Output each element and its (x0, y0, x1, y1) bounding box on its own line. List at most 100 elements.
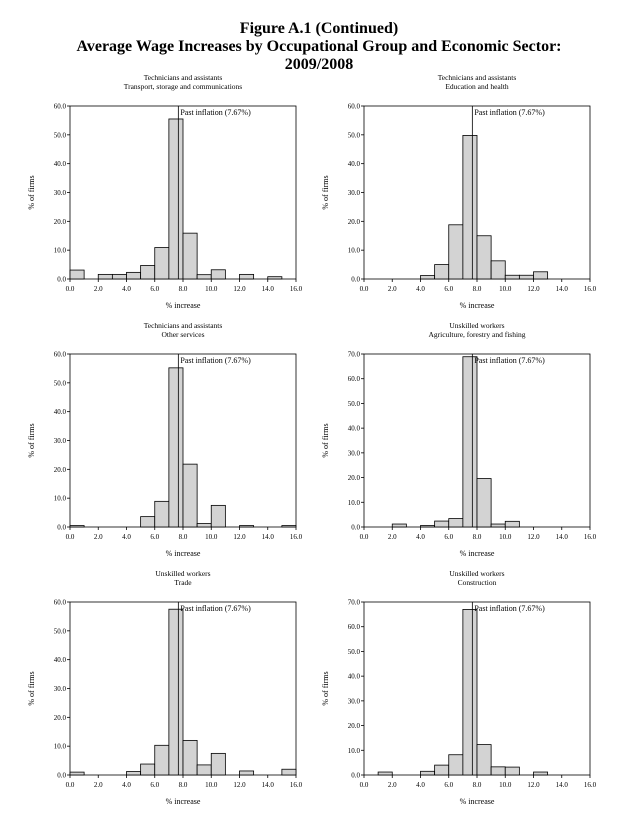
histogram-bar (182, 232, 198, 280)
x-tick-label: 6.0 (150, 285, 159, 293)
x-tick-label: 6.0 (444, 285, 453, 293)
figure-title: Figure A.1 (Continued) (239, 20, 399, 37)
histogram-bar (476, 744, 492, 776)
histogram-bar (239, 525, 255, 528)
x-tick-label: 12.0 (527, 285, 540, 293)
x-axis-label: % increase (166, 301, 201, 310)
y-tick-label: 30.0 (54, 685, 67, 693)
y-axis-label: % of firms (27, 175, 36, 209)
histogram-bar (420, 275, 436, 280)
y-tick-label: 0.0 (57, 524, 66, 532)
y-tick-label: 50.0 (348, 648, 361, 656)
y-axis-label: % of firms (321, 671, 330, 705)
histogram-bar (434, 520, 450, 528)
histogram-bar (504, 520, 520, 528)
x-tick-label: 2.0 (94, 285, 103, 293)
inflation-label: Past inflation (7.67%) (180, 356, 251, 365)
histogram-bar (462, 356, 478, 528)
histogram-bar (490, 523, 506, 528)
histogram-bar (504, 274, 520, 280)
y-tick-label: 10.0 (54, 247, 67, 255)
histogram-panel-4: Unskilled workers Agriculture, forestry a… (316, 320, 616, 560)
y-tick-label: 20.0 (54, 218, 67, 226)
x-tick-label: 0.0 (360, 781, 369, 789)
chart-subtitle: Transport, storage and communications (124, 82, 243, 91)
y-tick-label: 60.0 (54, 599, 67, 607)
y-tick-label: 30.0 (348, 449, 361, 457)
x-axis-label: % increase (460, 549, 495, 558)
histogram-bar (239, 770, 255, 776)
histogram-bar (126, 771, 142, 776)
x-tick-label: 6.0 (150, 781, 159, 789)
x-tick-label: 12.0 (233, 781, 246, 789)
x-tick-label: 12.0 (233, 533, 246, 541)
y-tick-label: 20.0 (348, 474, 361, 482)
x-tick-label: 16.0 (584, 781, 597, 789)
x-axis-label: % increase (460, 301, 495, 310)
y-tick-label: 70.0 (348, 351, 361, 359)
x-axis-label: % increase (166, 549, 201, 558)
histogram-bar (533, 271, 549, 280)
chart-subtitle: Agriculture, forestry and fishing (428, 330, 525, 339)
histogram-panel-3: Technicians and assistants Other services… (22, 320, 322, 560)
histogram-bar (182, 463, 198, 528)
histogram-bar (533, 771, 549, 776)
chart-title: Technicians and assistants (144, 73, 223, 82)
chart-subtitle: Education and health (445, 82, 509, 91)
histogram-bar (140, 265, 156, 280)
y-tick-label: 50.0 (348, 400, 361, 408)
chart-title: Unskilled workers (155, 569, 210, 578)
histogram-panel-6: Unskilled workers Construction 0.0 10.0 20.0… (316, 568, 616, 808)
y-axis-label: % of firms (27, 671, 36, 705)
x-tick-label: 0.0 (66, 285, 75, 293)
x-tick-label: 16.0 (290, 285, 303, 293)
histogram-bar (69, 771, 85, 776)
histogram-panel-5: Unskilled workers Trade 0.0 10.0 20.0 30.0 40.… (22, 568, 322, 808)
x-tick-label: 4.0 (122, 781, 131, 789)
x-tick-label: 8.0 (179, 533, 188, 541)
y-tick-label: 40.0 (348, 673, 361, 681)
chart-title: Technicians and assistants (438, 73, 517, 82)
y-tick-label: 30.0 (348, 697, 361, 705)
histogram-bar (504, 766, 520, 776)
y-tick-label: 40.0 (54, 408, 67, 416)
x-tick-label: 12.0 (527, 533, 540, 541)
x-tick-label: 12.0 (527, 781, 540, 789)
x-tick-label: 14.0 (556, 533, 569, 541)
inflation-label: Past inflation (7.67%) (180, 108, 251, 117)
x-tick-label: 8.0 (473, 781, 482, 789)
y-tick-label: 20.0 (54, 466, 67, 474)
histogram-bar (420, 770, 436, 776)
y-axis-label: % of firms (321, 423, 330, 457)
histogram-bar (462, 135, 478, 280)
x-tick-label: 10.0 (499, 533, 512, 541)
histogram-bar (69, 269, 85, 280)
x-tick-label: 4.0 (416, 781, 425, 789)
x-tick-label: 4.0 (416, 285, 425, 293)
x-tick-label: 16.0 (290, 781, 303, 789)
x-tick-label: 16.0 (290, 533, 303, 541)
x-tick-label: 16.0 (584, 285, 597, 293)
histogram-bar (434, 264, 450, 280)
y-tick-label: 50.0 (54, 627, 67, 635)
histogram-bar (196, 523, 212, 528)
histogram-bar (154, 744, 170, 776)
histogram-bar (97, 273, 113, 280)
histogram-bar (210, 752, 226, 776)
histogram-bar (448, 754, 464, 776)
y-tick-label: 60.0 (54, 103, 67, 111)
histogram-bar (210, 504, 226, 528)
histogram-bar (182, 739, 198, 776)
chart-subtitle: Other services (161, 330, 204, 339)
histogram-bar (140, 516, 156, 528)
x-tick-label: 2.0 (388, 285, 397, 293)
histogram-panel-1: Technicians and assistants Transport, sto… (22, 72, 322, 312)
inflation-label: Past inflation (7.67%) (474, 356, 545, 365)
x-tick-label: 10.0 (205, 781, 218, 789)
x-tick-label: 12.0 (233, 285, 246, 293)
chart-subtitle: Trade (174, 578, 192, 587)
x-tick-label: 10.0 (499, 285, 512, 293)
